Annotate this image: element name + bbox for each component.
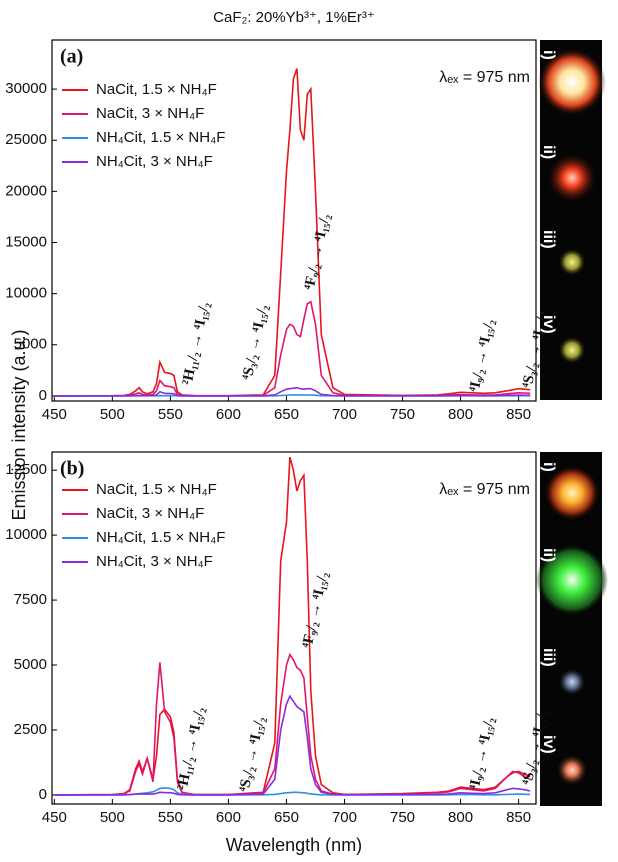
x-tick-label: 600	[216, 406, 241, 423]
x-tick-label: 850	[506, 406, 531, 423]
y-tick-label: 25000	[5, 131, 47, 148]
spectrum-line	[54, 386, 531, 397]
x-tick-label: 550	[158, 406, 183, 423]
x-tick-label: 500	[100, 809, 125, 826]
y-tick-label: 12500	[5, 461, 47, 478]
photo-label: ii)	[540, 145, 557, 159]
transition-label: ⁴F₉/₂ → ⁴I₁₅/₂	[302, 212, 334, 291]
y-tick-label: 10000	[5, 526, 47, 543]
x-tick-label: 800	[448, 406, 473, 423]
spectrum-line	[54, 652, 531, 796]
photo-label: iii)	[540, 648, 557, 667]
transition-label: ⁴I₉/₂ → ⁴I₁₅/₂	[467, 317, 498, 393]
x-tick-label: 750	[390, 809, 415, 826]
x-tick-label: 600	[216, 809, 241, 826]
y-tick-label: 0	[39, 387, 47, 404]
transition-label: ⁴S₃/₂ → ⁴I₁₅/₂	[240, 303, 272, 382]
x-tick-label: 850	[506, 809, 531, 826]
y-tick-label: 7500	[14, 591, 47, 608]
photo-label: i)	[540, 50, 557, 60]
excitation-label: λₑₓ = 975 nm	[439, 69, 530, 86]
plot-frame	[51, 39, 537, 402]
photo-label: ii)	[540, 548, 557, 562]
transition-label: ²H₁₁/₂ → ⁴I₁₅/₂	[175, 705, 208, 791]
x-tick-label: 750	[390, 406, 415, 423]
transition-label: ⁴F₉/₂ → ⁴I₁₅/₂	[300, 570, 332, 649]
spectrum-line	[54, 300, 531, 397]
y-axis-label: Emission intensity (a.u.)	[9, 329, 29, 520]
spectrum-line	[54, 787, 531, 796]
y-tick-label: 2500	[14, 721, 47, 738]
legend-label: NaCit, 3 × NH₄F	[96, 505, 204, 522]
x-tick-label: 650	[274, 809, 299, 826]
x-tick-label: 550	[158, 809, 183, 826]
transition-label: ⁴I₉/₂ → ⁴I₁₅/₂	[467, 715, 498, 791]
y-tick-label: 0	[39, 786, 47, 803]
y-tick-label: 5000	[14, 656, 47, 673]
legend-label: NH₄Cit, 3 × NH₄F	[96, 553, 213, 570]
x-tick-label: 450	[42, 406, 67, 423]
chart-title: CaF₂: 20%Yb³⁺, 1%Er³⁺	[213, 9, 375, 26]
legend-label: NaCit, 1.5 × NH₄F	[96, 481, 217, 498]
y-tick-label: 15000	[5, 233, 47, 250]
x-tick-label: 500	[100, 406, 125, 423]
x-tick-label: 650	[274, 406, 299, 423]
panel-label: (a)	[60, 46, 83, 68]
transition-label: ⁴S₃/₂ → ⁴I₁₅/₂	[237, 715, 269, 794]
legend-label: NH₄Cit, 1.5 × NH₄F	[96, 529, 225, 546]
legend-label: NH₄Cit, 3 × NH₄F	[96, 153, 213, 170]
x-tick-label: 700	[332, 809, 357, 826]
x-tick-label: 450	[42, 809, 67, 826]
panel-label: (b)	[60, 458, 84, 480]
photo-label: iii)	[540, 230, 557, 249]
x-tick-label: 700	[332, 406, 357, 423]
excitation-label: λₑₓ = 975 nm	[439, 481, 530, 498]
photo-strip-a	[538, 40, 606, 400]
plot-frame	[51, 451, 537, 805]
y-tick-label: 5000	[14, 336, 47, 353]
photo-label: iv)	[540, 315, 557, 334]
photo-strip-b	[536, 452, 608, 806]
y-tick-label: 30000	[5, 80, 47, 97]
legend-label: NaCit, 1.5 × NH₄F	[96, 81, 217, 98]
photo-label: i)	[540, 462, 557, 472]
spectrum-line	[54, 694, 531, 796]
x-axis-label: Wavelength (nm)	[226, 835, 362, 855]
transition-label: ²H₁₁/₂ → ⁴I₁₅/₂	[180, 300, 213, 386]
y-tick-label: 20000	[5, 182, 47, 199]
y-tick-label: 10000	[5, 285, 47, 302]
legend-label: NaCit, 3 × NH₄F	[96, 105, 204, 122]
x-tick-label: 800	[448, 809, 473, 826]
legend-label: NH₄Cit, 1.5 × NH₄F	[96, 129, 225, 146]
photo-label: iv)	[540, 735, 557, 754]
spectrum-line	[54, 68, 531, 397]
